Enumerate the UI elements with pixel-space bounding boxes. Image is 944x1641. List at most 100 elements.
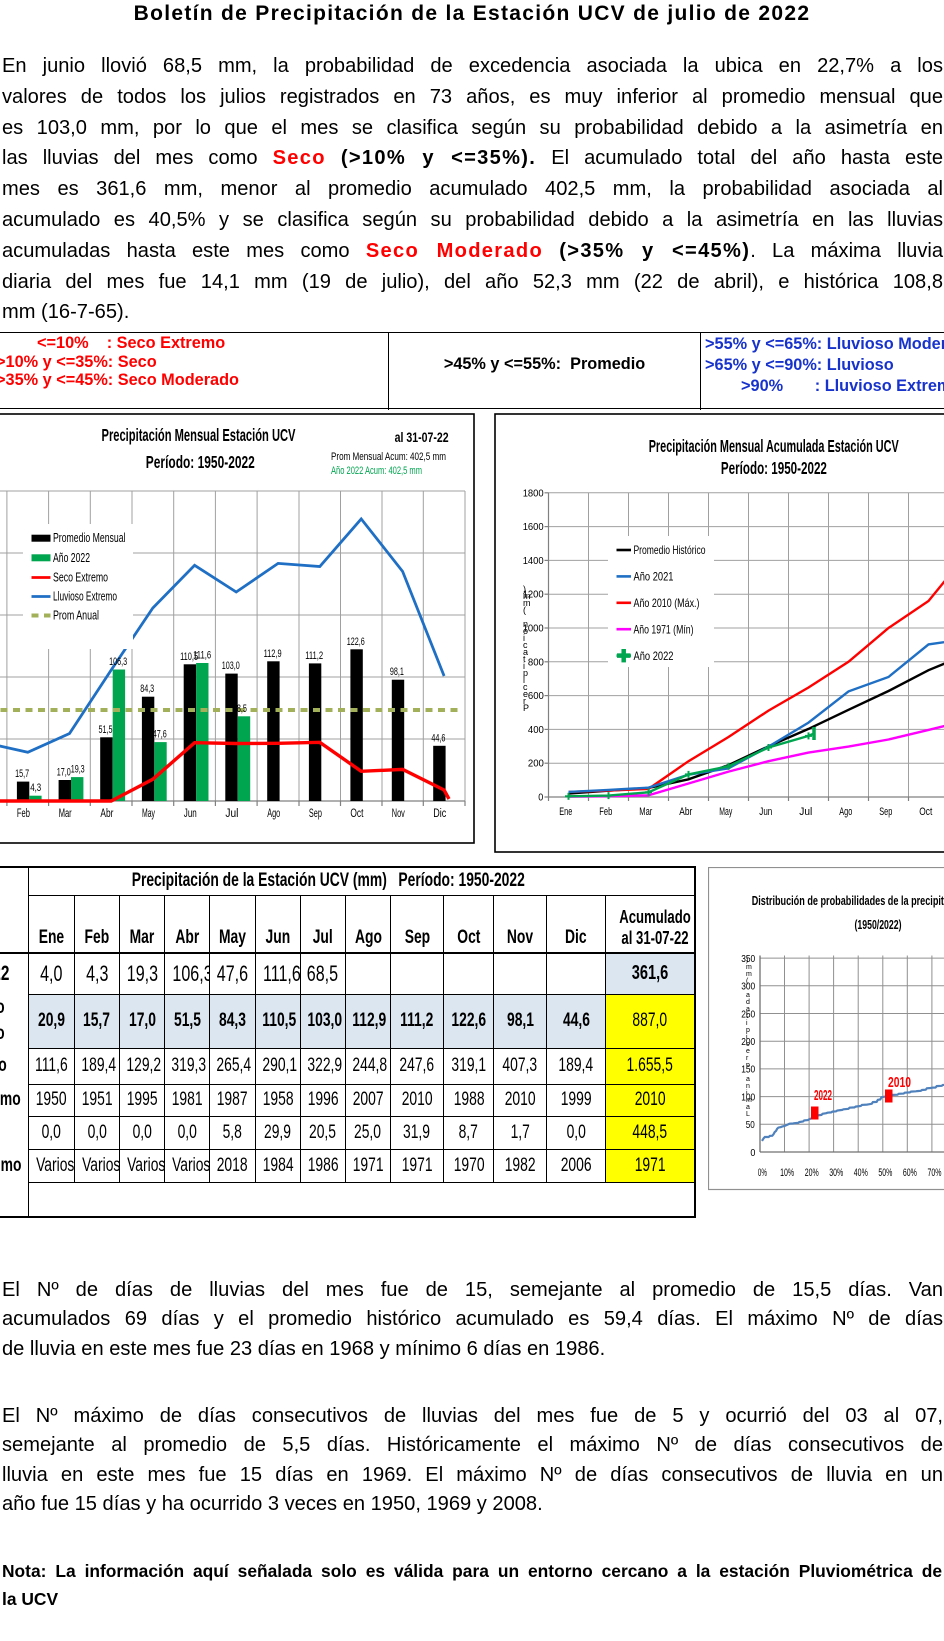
svg-text:p: p xyxy=(746,1027,750,1034)
svg-text:Ago: Ago xyxy=(267,808,280,820)
svg-text:Oct: Oct xyxy=(350,808,364,820)
svg-text:m: m xyxy=(523,591,531,601)
svg-text:1600: 1600 xyxy=(523,522,544,533)
svg-text:68,5: 68,5 xyxy=(233,703,247,715)
svg-text:Prom Anual: Prom Anual xyxy=(53,609,99,623)
svg-text:84,3: 84,3 xyxy=(140,683,154,695)
svg-text:Jun: Jun xyxy=(759,806,772,818)
svg-text:): ) xyxy=(746,957,748,964)
svg-text:i: i xyxy=(523,675,525,685)
svg-text:c: c xyxy=(746,1041,750,1048)
svg-text:c: c xyxy=(523,682,528,692)
svg-text:600: 600 xyxy=(528,691,544,702)
svg-text:c: c xyxy=(523,640,528,650)
svg-text:a: a xyxy=(523,647,528,657)
svg-text:Período: 1950-2022: Período: 1950-2022 xyxy=(146,452,255,472)
svg-text:2010: 2010 xyxy=(888,1075,911,1091)
svg-text:Dic: Dic xyxy=(433,808,446,820)
svg-text:110,5: 110,5 xyxy=(180,651,198,663)
svg-text:t: t xyxy=(746,1013,748,1020)
svg-text:a: a xyxy=(746,992,750,999)
svg-text:150: 150 xyxy=(741,1064,755,1076)
svg-text:Año 2021: Año 2021 xyxy=(634,570,674,584)
svg-text:m: m xyxy=(746,964,752,971)
svg-text:Seco Extremo: Seco Extremo xyxy=(53,571,108,585)
svg-text:1000: 1000 xyxy=(523,624,544,635)
svg-text:800: 800 xyxy=(528,657,544,668)
svg-text:Lluvioso Extremo: Lluvioso Extremo xyxy=(53,590,117,604)
svg-text:(: ( xyxy=(746,978,749,985)
svg-text:Año 2022: Año 2022 xyxy=(53,551,90,565)
svg-text:t: t xyxy=(523,654,526,664)
svg-text:0: 0 xyxy=(538,793,543,804)
svg-text:n: n xyxy=(523,619,528,629)
svg-text:d: d xyxy=(746,999,750,1006)
svg-text:Oct: Oct xyxy=(919,806,932,818)
svg-text:r: r xyxy=(746,1055,749,1062)
svg-text:400: 400 xyxy=(528,725,544,736)
svg-text:300: 300 xyxy=(741,981,755,993)
svg-text:100: 100 xyxy=(741,1091,755,1103)
svg-text:May: May xyxy=(719,806,732,818)
svg-text:1400: 1400 xyxy=(523,556,544,567)
svg-text:Período: 1950-2022: Período: 1950-2022 xyxy=(721,458,827,478)
svg-text:30%: 30% xyxy=(829,1167,843,1179)
svg-text:i: i xyxy=(523,633,525,643)
svg-text:Prom Mensual Acum: 402,5 mm: Prom Mensual Acum: 402,5 mm xyxy=(331,451,446,463)
svg-text:40%: 40% xyxy=(854,1167,868,1179)
svg-text:m: m xyxy=(746,1097,752,1104)
svg-text:1200: 1200 xyxy=(523,590,544,601)
svg-text:10%: 10% xyxy=(780,1167,794,1179)
svg-text:a: a xyxy=(746,1006,750,1013)
svg-text:Año 2022 Acum: 402,5 mm: Año 2022 Acum: 402,5 mm xyxy=(331,465,422,477)
svg-text:Abr: Abr xyxy=(100,808,113,820)
svg-text:111,6: 111,6 xyxy=(193,650,211,662)
svg-text:Sep: Sep xyxy=(309,808,322,820)
svg-text:20%: 20% xyxy=(805,1167,819,1179)
svg-text:a: a xyxy=(746,1104,750,1111)
svg-text:2022: 2022 xyxy=(814,1088,832,1104)
svg-text:Sep: Sep xyxy=(879,806,892,818)
svg-text:P: P xyxy=(523,703,529,713)
svg-text:Ago: Ago xyxy=(839,806,852,818)
svg-text:i: i xyxy=(523,661,525,671)
svg-text:200: 200 xyxy=(528,759,544,770)
svg-text:m: m xyxy=(523,598,531,608)
svg-text:): ) xyxy=(523,584,526,594)
svg-text:Año 1971 (Mín): Año 1971 (Mín) xyxy=(634,622,694,636)
svg-text:i: i xyxy=(746,1020,748,1027)
svg-text:112,9: 112,9 xyxy=(264,648,282,660)
svg-text:r: r xyxy=(523,696,526,706)
svg-text:Jul: Jul xyxy=(799,806,812,818)
svg-text:Promedio Mensual: Promedio Mensual xyxy=(53,531,126,545)
svg-text:p: p xyxy=(746,1062,750,1069)
svg-text:15,7: 15,7 xyxy=(15,768,29,780)
svg-text:111,2: 111,2 xyxy=(305,650,323,662)
svg-text:Jun: Jun xyxy=(184,808,197,820)
svg-text:51,5: 51,5 xyxy=(99,724,113,736)
svg-text:4,3: 4,3 xyxy=(30,782,41,794)
svg-text:(: ( xyxy=(523,605,526,615)
svg-text:n: n xyxy=(746,1083,750,1090)
svg-text:Año 2022: Año 2022 xyxy=(634,649,674,663)
svg-text:44,6: 44,6 xyxy=(431,732,445,744)
svg-text:i: i xyxy=(746,1090,748,1097)
svg-text:70%: 70% xyxy=(928,1167,942,1179)
svg-text:e: e xyxy=(523,689,528,699)
svg-text:a: a xyxy=(746,1076,750,1083)
svg-text:Precipitación Mensual Acumulad: Precipitación Mensual Acumulada Estación… xyxy=(649,436,899,456)
svg-text:0%: 0% xyxy=(758,1167,767,1179)
svg-text:47,6: 47,6 xyxy=(153,729,167,741)
svg-text:Nov: Nov xyxy=(392,808,405,820)
svg-text:60%: 60% xyxy=(903,1167,917,1179)
svg-text:Jul: Jul xyxy=(225,808,238,820)
svg-text:1800: 1800 xyxy=(523,488,544,499)
svg-text:103,0: 103,0 xyxy=(222,660,240,672)
svg-text:Promedio Histórico: Promedio Histórico xyxy=(634,543,706,557)
svg-text:50: 50 xyxy=(746,1119,755,1131)
svg-text:Mar: Mar xyxy=(59,808,72,820)
svg-text:250: 250 xyxy=(741,1008,755,1020)
svg-text:Precipitación Mensual Estación: Precipitación Mensual Estación UCV xyxy=(102,425,296,445)
svg-text:Distribución de probabilidades: Distribución de probabilidades de la pre… xyxy=(752,893,944,908)
svg-text:98,1: 98,1 xyxy=(390,666,404,678)
